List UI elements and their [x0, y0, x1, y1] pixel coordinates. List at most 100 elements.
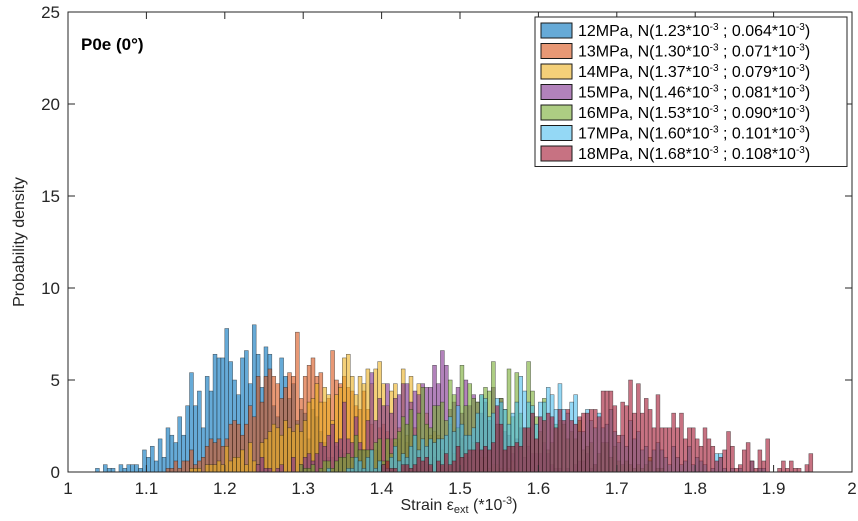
x-tick-label: 1.4	[370, 479, 394, 498]
histogram-bar	[632, 412, 637, 473]
legend-label: 16MPa, N(1.53*10-3 ; 0.090*10-3)	[578, 104, 810, 122]
histogram-bar	[557, 409, 563, 473]
histogram-bar	[150, 445, 155, 473]
histogram-bar	[616, 434, 621, 473]
histogram-bar	[161, 457, 167, 473]
histogram-bar	[169, 434, 175, 473]
histogram-bar	[330, 423, 335, 473]
histogram-bar	[291, 457, 296, 473]
histogram-bar	[208, 464, 214, 473]
histogram-bar	[447, 416, 453, 473]
legend-label-part: )	[805, 105, 810, 122]
histogram-bar	[232, 457, 237, 473]
histogram-bar	[118, 464, 124, 473]
histogram-bar	[310, 464, 316, 473]
histogram-bar	[495, 405, 500, 473]
histogram-bar	[514, 442, 520, 473]
histogram-bar	[714, 460, 719, 473]
x-axis-label: Strain εext (*10-3)	[401, 495, 518, 516]
histogram-bar	[302, 468, 308, 473]
histogram-bar	[471, 449, 476, 473]
y-axis-label: Probability density	[11, 177, 28, 307]
legend-label-part: )	[805, 126, 810, 143]
x-tick-label: 2	[847, 479, 856, 498]
legend-label-part: ; 0.090*10	[719, 105, 797, 122]
histogram-bar	[412, 464, 418, 473]
histogram-bar	[781, 460, 786, 473]
legend-label-part: ; 0.081*10	[719, 85, 797, 102]
histogram-bar	[463, 453, 469, 473]
histogram-bar	[659, 427, 665, 473]
histogram-bar	[604, 390, 610, 473]
legend-label-part: -3	[710, 125, 719, 136]
x-tick-labels: 1 1.1 1.2 1.3 1.4 1.5 1.6 1.7 1.8 1.9 2	[63, 479, 856, 498]
histogram-bar	[640, 412, 645, 473]
histogram-bar	[349, 468, 355, 473]
histogram-bar	[267, 468, 273, 473]
legend-entry: 15MPa, N(1.46*10-3 ; 0.081*10-3)	[540, 84, 810, 102]
legend-label-part: ; 0.101*10	[719, 126, 797, 143]
legend-label-part: 15MPa, N(1.46*10	[578, 85, 710, 102]
histogram-bar	[334, 460, 339, 473]
legend-label: 12MPa, N(1.23*10-3 ; 0.064*10-3)	[578, 22, 810, 40]
histogram-bar	[710, 445, 716, 473]
histogram-bar	[165, 468, 171, 473]
histogram-bar	[447, 464, 453, 473]
histogram-bar	[397, 460, 402, 473]
histogram-bar	[643, 398, 649, 473]
legend-label-part: 14MPa, N(1.37*10	[578, 64, 710, 81]
histogram-bar	[420, 460, 425, 473]
histogram-bar	[306, 468, 312, 473]
legend-label-part: -3	[710, 43, 719, 54]
histogram-bar	[385, 460, 390, 473]
histogram-bar	[424, 457, 429, 473]
histogram-bar	[177, 416, 182, 473]
legend-label-part: )	[805, 64, 810, 81]
histogram-bar	[730, 445, 735, 473]
legend-label: 15MPa, N(1.46*10-3 ; 0.081*10-3)	[578, 84, 810, 102]
legend-label-part: 13MPa, N(1.30*10	[578, 44, 710, 61]
legend-swatch	[540, 63, 573, 80]
histogram-bar	[475, 442, 480, 473]
legend-label: 17MPa, N(1.60*10-3 ; 0.101*10-3)	[578, 125, 810, 143]
histogram-bar	[408, 468, 414, 473]
legend-entry: 18MPa, N(1.68*10-3 ; 0.108*10-3)	[540, 145, 810, 163]
histogram-bar	[534, 438, 539, 473]
histogram-bar	[455, 445, 461, 473]
histogram-bar	[299, 464, 304, 473]
histogram-bar	[745, 442, 751, 473]
histogram-bar	[765, 438, 770, 473]
histogram-bar	[683, 438, 688, 473]
histogram-bar	[518, 445, 523, 473]
legend-label-part: -3	[796, 22, 805, 33]
legend-label-part: ; 0.108*10	[719, 146, 797, 163]
histogram-bar	[506, 445, 512, 473]
x-axis-label-end: )	[512, 497, 517, 514]
histogram-bar	[667, 427, 672, 473]
histogram-bar	[173, 460, 179, 473]
histogram-bar	[251, 460, 257, 473]
histogram-bar	[322, 460, 327, 473]
histogram-bar	[122, 468, 128, 473]
legend-entry: 17MPa, N(1.60*10-3 ; 0.101*10-3)	[540, 125, 810, 143]
histogram-bar	[687, 427, 692, 473]
histogram-bar	[373, 468, 378, 473]
histogram-bar	[620, 401, 625, 473]
legend: 12MPa, N(1.23*10-3 ; 0.064*10-3) 13MPa, N…	[534, 16, 848, 167]
x-tick-label: 1.6	[527, 479, 551, 498]
legend-label-part: -3	[796, 125, 805, 136]
histogram-bar	[600, 390, 606, 473]
legend-swatch	[540, 22, 573, 39]
y-tick-label: 5	[51, 371, 60, 390]
legend-label-part: ; 0.071*10	[719, 44, 797, 61]
chart-annotation: P0e (0°)	[81, 35, 144, 54]
x-tick-label: 1.8	[683, 479, 707, 498]
x-tick-label: 1	[63, 479, 72, 498]
legend-label-part: -3	[796, 145, 805, 156]
histogram-bar	[142, 449, 147, 473]
histogram-bar	[459, 457, 465, 473]
x-tick-label: 1.7	[605, 479, 629, 498]
histogram-bar	[706, 438, 712, 473]
histogram-bar	[204, 464, 210, 473]
histogram-bar	[346, 468, 351, 473]
